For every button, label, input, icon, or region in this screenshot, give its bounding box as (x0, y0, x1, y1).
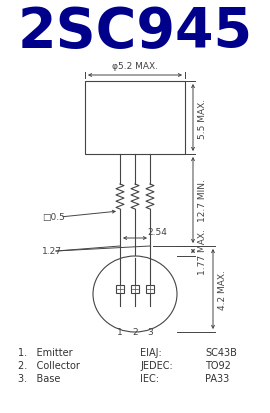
Text: □0.5: □0.5 (42, 213, 65, 222)
Text: φ5.2 MAX.: φ5.2 MAX. (112, 62, 158, 71)
Text: 1: 1 (117, 327, 123, 336)
Text: PA33: PA33 (205, 373, 229, 383)
FancyBboxPatch shape (131, 285, 139, 293)
Text: 2.   Collector: 2. Collector (18, 360, 80, 370)
Text: 5.5 MAX.: 5.5 MAX. (198, 98, 207, 138)
Ellipse shape (93, 256, 177, 332)
Text: SC43B: SC43B (205, 347, 237, 357)
Text: 1.   Emitter: 1. Emitter (18, 347, 73, 357)
Text: JEDEC:: JEDEC: (140, 360, 173, 370)
Text: EIAJ:: EIAJ: (140, 347, 162, 357)
FancyBboxPatch shape (116, 285, 124, 293)
Text: 3.   Base: 3. Base (18, 373, 60, 383)
Text: 3: 3 (147, 327, 153, 336)
FancyBboxPatch shape (146, 285, 154, 293)
Text: TO92: TO92 (205, 360, 231, 370)
Text: 1.27: 1.27 (42, 247, 62, 256)
Text: 12.7 MIN.: 12.7 MIN. (198, 179, 207, 222)
Text: 4.2 MAX.: 4.2 MAX. (218, 269, 227, 309)
Text: 1.77 MAX.: 1.77 MAX. (198, 228, 207, 274)
Text: 2.54: 2.54 (147, 228, 167, 236)
Text: 2SC945: 2SC945 (18, 5, 252, 59)
Text: IEC:: IEC: (140, 373, 159, 383)
Text: 2: 2 (132, 327, 138, 336)
Bar (85, 82, 185, 154)
